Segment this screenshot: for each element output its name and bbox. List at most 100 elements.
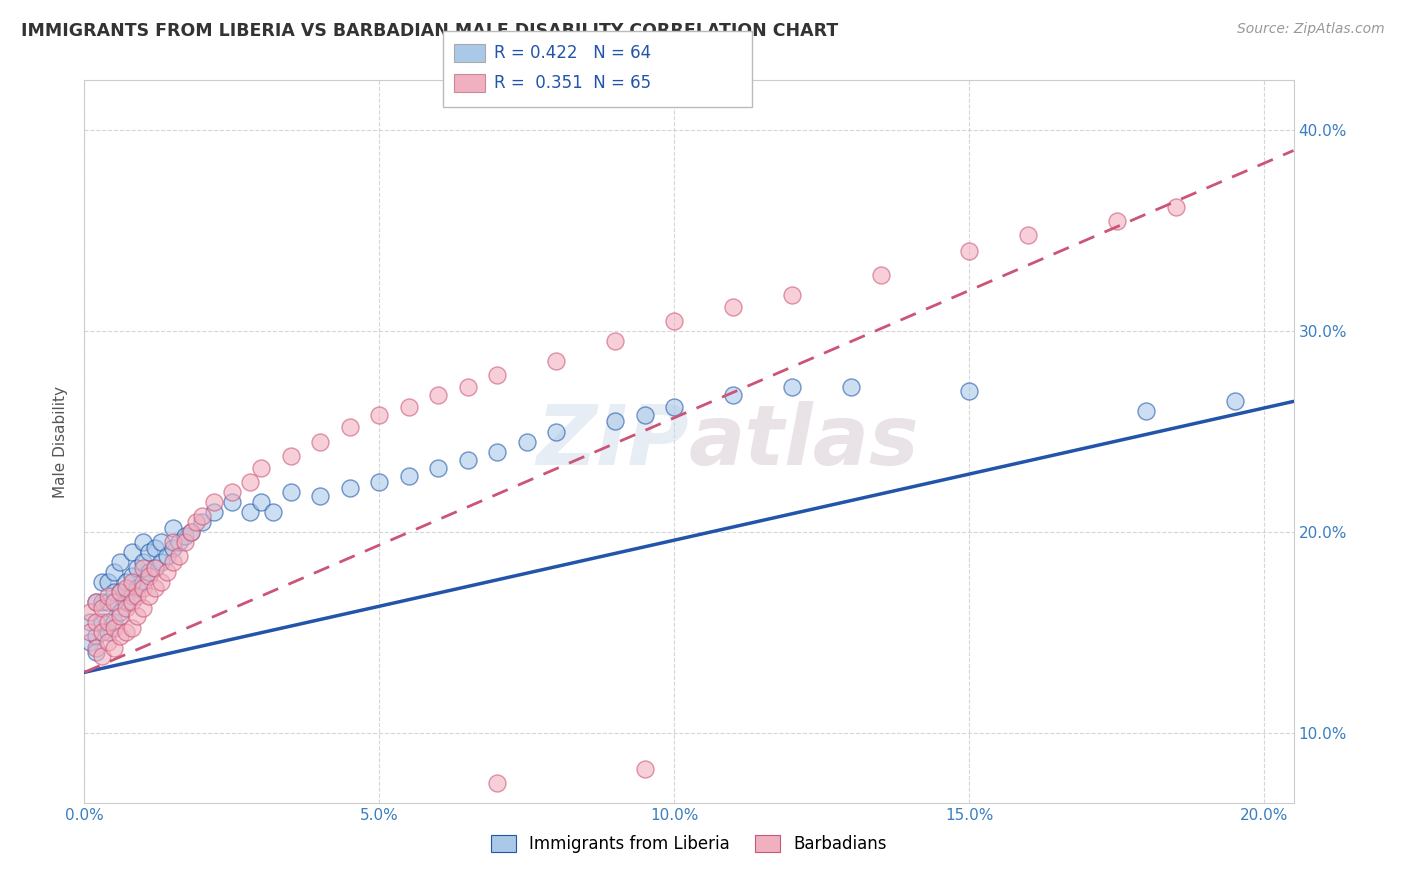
Point bbox=[839, 380, 862, 394]
Point bbox=[150, 555, 173, 569]
Point bbox=[91, 575, 114, 590]
Point bbox=[143, 541, 166, 555]
Point bbox=[250, 494, 273, 508]
Point bbox=[114, 581, 136, 595]
Point bbox=[957, 384, 980, 399]
Legend: Immigrants from Liberia, Barbadians: Immigrants from Liberia, Barbadians bbox=[484, 828, 894, 860]
Point bbox=[1105, 213, 1128, 227]
Point bbox=[191, 515, 214, 529]
Point bbox=[143, 561, 166, 575]
Point bbox=[1223, 394, 1246, 409]
Point bbox=[186, 515, 208, 529]
Point bbox=[114, 625, 136, 640]
Point bbox=[97, 615, 120, 630]
Point bbox=[221, 494, 243, 508]
Point bbox=[486, 368, 509, 383]
Point bbox=[132, 575, 155, 590]
Point bbox=[664, 401, 686, 415]
Point bbox=[238, 505, 260, 519]
Point bbox=[869, 268, 891, 282]
Text: R =  0.351  N = 65: R = 0.351 N = 65 bbox=[494, 74, 651, 92]
Point bbox=[103, 595, 125, 609]
Point bbox=[138, 569, 160, 583]
Point bbox=[132, 581, 155, 595]
Point bbox=[238, 475, 260, 489]
Point bbox=[121, 569, 143, 583]
Point bbox=[457, 452, 479, 467]
Point bbox=[138, 565, 160, 579]
Point bbox=[191, 508, 214, 523]
Point bbox=[127, 581, 149, 595]
Point bbox=[108, 605, 131, 619]
Point bbox=[79, 605, 101, 619]
Point bbox=[138, 589, 160, 603]
Point bbox=[180, 524, 202, 539]
Point bbox=[103, 565, 125, 579]
Point bbox=[202, 494, 225, 508]
Point bbox=[91, 601, 114, 615]
Point bbox=[103, 641, 125, 656]
Point bbox=[173, 534, 195, 549]
Point bbox=[309, 434, 332, 449]
Point bbox=[309, 489, 332, 503]
Point bbox=[486, 444, 509, 458]
Point bbox=[780, 380, 803, 394]
Point bbox=[634, 762, 657, 776]
Point bbox=[91, 649, 114, 664]
Point bbox=[339, 481, 361, 495]
Point bbox=[156, 549, 179, 563]
Point bbox=[108, 585, 131, 599]
Point bbox=[486, 776, 509, 790]
Point bbox=[79, 615, 101, 630]
Point bbox=[79, 625, 101, 640]
Point bbox=[202, 505, 225, 519]
Point bbox=[84, 645, 107, 659]
Point bbox=[1017, 227, 1039, 242]
Point bbox=[605, 334, 627, 348]
Point bbox=[108, 555, 131, 569]
Y-axis label: Male Disability: Male Disability bbox=[53, 385, 69, 498]
Point bbox=[957, 244, 980, 258]
Point bbox=[97, 635, 120, 649]
Point bbox=[221, 484, 243, 499]
Point bbox=[457, 380, 479, 394]
Point bbox=[280, 484, 302, 499]
Point bbox=[114, 595, 136, 609]
Point bbox=[127, 609, 149, 624]
Point bbox=[121, 595, 143, 609]
Point bbox=[162, 555, 184, 569]
Point bbox=[138, 545, 160, 559]
Point bbox=[156, 565, 179, 579]
Point bbox=[1135, 404, 1157, 418]
Point bbox=[108, 629, 131, 643]
Point bbox=[121, 621, 143, 635]
Point bbox=[250, 460, 273, 475]
Point bbox=[91, 595, 114, 609]
Point bbox=[150, 534, 173, 549]
Point bbox=[427, 460, 450, 475]
Point bbox=[427, 388, 450, 402]
Point bbox=[114, 601, 136, 615]
Point bbox=[162, 534, 184, 549]
Point bbox=[121, 545, 143, 559]
Text: atlas: atlas bbox=[689, 401, 920, 482]
Point bbox=[84, 629, 107, 643]
Point bbox=[546, 425, 568, 439]
Point bbox=[262, 505, 284, 519]
Point bbox=[780, 288, 803, 302]
Point bbox=[398, 401, 420, 415]
Point bbox=[97, 625, 120, 640]
Text: IMMIGRANTS FROM LIBERIA VS BARBADIAN MALE DISABILITY CORRELATION CHART: IMMIGRANTS FROM LIBERIA VS BARBADIAN MAL… bbox=[21, 22, 838, 40]
Point bbox=[368, 409, 391, 423]
Point bbox=[143, 581, 166, 595]
Point bbox=[162, 541, 184, 555]
Point bbox=[121, 589, 143, 603]
Text: Source: ZipAtlas.com: Source: ZipAtlas.com bbox=[1237, 22, 1385, 37]
Point bbox=[97, 589, 120, 603]
Point bbox=[91, 615, 114, 630]
Point bbox=[97, 595, 120, 609]
Text: R = 0.422   N = 64: R = 0.422 N = 64 bbox=[494, 44, 651, 62]
Point bbox=[721, 388, 744, 402]
Point bbox=[173, 529, 195, 543]
Point bbox=[108, 585, 131, 599]
